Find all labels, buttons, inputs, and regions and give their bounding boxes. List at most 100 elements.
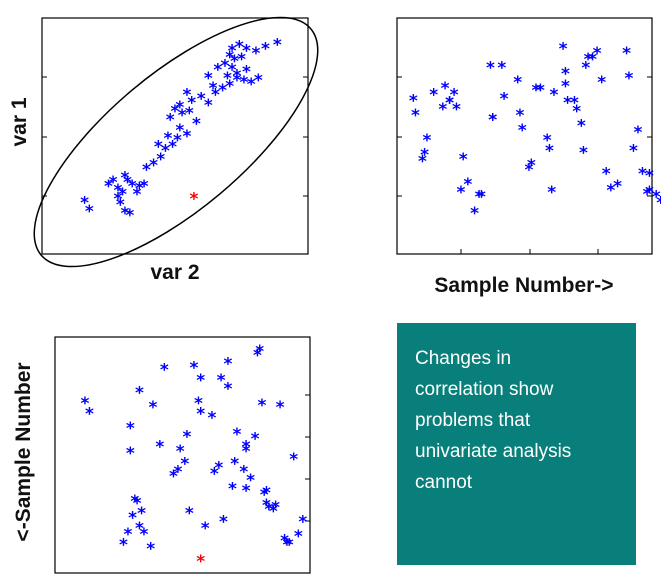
data-point-48: * bbox=[606, 181, 615, 201]
data-point-51: * bbox=[269, 502, 278, 522]
data-point-46: * bbox=[223, 69, 232, 89]
data-point-15: * bbox=[470, 204, 479, 224]
data-point-34: * bbox=[204, 96, 213, 116]
data-point-30: * bbox=[543, 131, 552, 151]
data-point-54: * bbox=[638, 164, 647, 184]
data-point-19: * bbox=[161, 142, 170, 162]
data-point-1: * bbox=[85, 202, 94, 222]
data-point-41: * bbox=[254, 71, 263, 91]
data-point-44: * bbox=[253, 346, 262, 366]
data-point-36: * bbox=[230, 454, 239, 474]
data-point-47: * bbox=[232, 67, 241, 87]
data-point-39: * bbox=[242, 442, 251, 462]
data-point-52: * bbox=[228, 42, 237, 62]
data-point-24: * bbox=[516, 106, 525, 126]
data-point-20: * bbox=[168, 137, 177, 157]
data-point-13: * bbox=[137, 504, 146, 524]
data-point-14: * bbox=[132, 185, 141, 205]
data-point-37: * bbox=[225, 77, 234, 97]
data-point-10: * bbox=[113, 189, 122, 209]
scatter-plot-correlation: ************************* ********* ******… bbox=[8, 16, 319, 284]
data-point-49: * bbox=[237, 50, 246, 70]
scatter-plot-rotated-series: ****************************************… bbox=[12, 336, 311, 574]
data-point-22: * bbox=[500, 90, 509, 110]
data-point-22: * bbox=[185, 504, 194, 524]
outlier-point-0: * bbox=[196, 552, 205, 572]
data-point-23: * bbox=[513, 73, 522, 93]
data-point-0: * bbox=[409, 92, 418, 112]
data-point-21: * bbox=[497, 58, 506, 78]
data-point-26: * bbox=[196, 371, 205, 391]
data-point-5: * bbox=[118, 185, 127, 205]
data-point-57: * bbox=[273, 36, 282, 56]
data-point-11: * bbox=[130, 492, 139, 512]
data-point-20: * bbox=[180, 454, 189, 474]
data-point-51: * bbox=[225, 48, 234, 68]
data-point-50: * bbox=[230, 52, 239, 72]
outlier-point-0: * bbox=[190, 189, 199, 209]
data-point-42: * bbox=[246, 471, 255, 491]
data-point-3: * bbox=[420, 146, 429, 166]
data-point-23: * bbox=[182, 127, 191, 147]
data-point-6: * bbox=[139, 525, 148, 545]
data-point-4: * bbox=[422, 131, 431, 151]
data-point-35: * bbox=[211, 85, 220, 105]
data-point-3: * bbox=[124, 525, 133, 545]
data-point-20: * bbox=[488, 110, 497, 130]
data-point-27: * bbox=[201, 519, 210, 539]
data-point-56: * bbox=[645, 167, 654, 187]
data-point-56: * bbox=[285, 535, 294, 555]
data-point-49: * bbox=[262, 496, 271, 516]
data-point-39: * bbox=[572, 102, 581, 122]
data-point-52: * bbox=[271, 498, 280, 518]
data-point-7: * bbox=[146, 540, 155, 560]
data-point-35: * bbox=[228, 479, 237, 499]
data-point-46: * bbox=[597, 73, 606, 93]
data-point-22: * bbox=[175, 121, 184, 141]
data-point-21: * bbox=[173, 131, 182, 151]
plot-frame bbox=[54, 336, 311, 574]
axis-ticks bbox=[305, 394, 310, 522]
data-point-42: * bbox=[581, 58, 590, 78]
axis-ticks bbox=[42, 76, 308, 197]
data-point-58: * bbox=[294, 527, 303, 547]
data-point-27: * bbox=[171, 102, 180, 122]
y-axis-label: var 1 bbox=[8, 97, 31, 146]
data-point-14: * bbox=[149, 398, 158, 418]
note-box: Changes in correlation show problems tha… bbox=[397, 323, 636, 565]
data-point-9: * bbox=[135, 179, 144, 199]
data-point-54: * bbox=[280, 531, 289, 551]
data-point-37: * bbox=[563, 94, 572, 114]
data-point-38: * bbox=[232, 71, 241, 91]
data-point-2: * bbox=[418, 152, 427, 172]
data-point-17: * bbox=[149, 156, 158, 176]
data-point-57: * bbox=[289, 450, 298, 470]
data-point-12: * bbox=[121, 204, 130, 224]
data-point-40: * bbox=[247, 75, 256, 95]
data-point-6: * bbox=[121, 169, 130, 189]
data-point-13: * bbox=[125, 206, 134, 226]
data-point-33: * bbox=[187, 94, 196, 114]
data-point-58: * bbox=[652, 187, 661, 207]
data-point-18: * bbox=[174, 463, 183, 483]
data-point-14: * bbox=[463, 175, 472, 195]
data-point-40: * bbox=[242, 438, 251, 458]
data-point-6: * bbox=[438, 100, 447, 120]
data-point-2: * bbox=[104, 177, 113, 197]
data-point-40: * bbox=[577, 117, 586, 137]
data-point-53: * bbox=[634, 123, 643, 143]
data-point-2: * bbox=[119, 535, 128, 555]
data-point-46: * bbox=[257, 396, 266, 416]
data-point-9: * bbox=[126, 444, 135, 464]
correlation-ellipse bbox=[33, 16, 319, 268]
data-point-44: * bbox=[221, 56, 230, 76]
data-point-30: * bbox=[214, 459, 223, 479]
data-point-24: * bbox=[194, 394, 203, 414]
note-text: Changes in correlation show problems tha… bbox=[415, 348, 572, 493]
axis-ticks bbox=[397, 76, 652, 254]
data-point-0: * bbox=[80, 394, 89, 414]
data-point-7: * bbox=[441, 79, 450, 99]
data-point-41: * bbox=[579, 144, 588, 164]
data-point-47: * bbox=[260, 486, 269, 506]
